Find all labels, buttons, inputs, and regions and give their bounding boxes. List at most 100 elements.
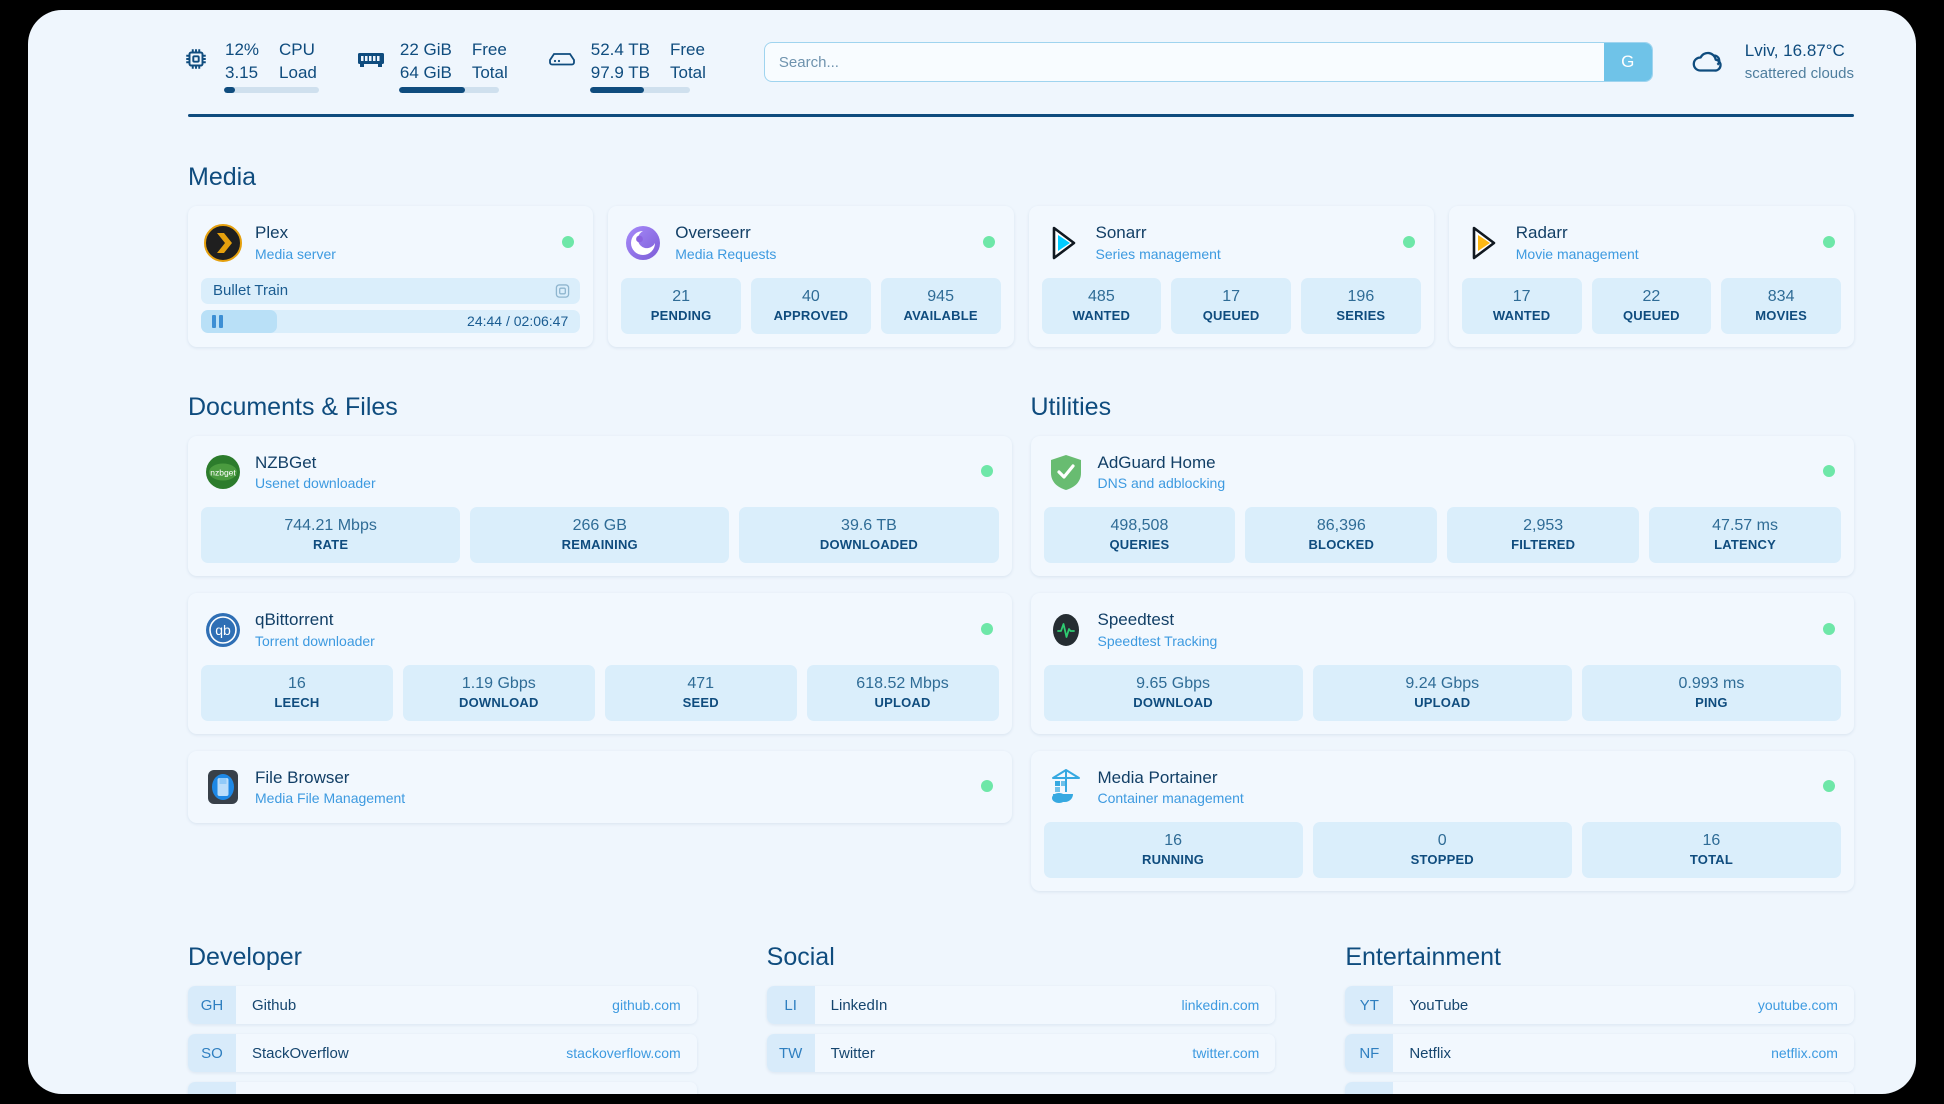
bookmark-url: youtube.com — [1757, 997, 1838, 1014]
stat-label: LEECH — [274, 694, 320, 710]
bookmark-name: Netflix — [1409, 1044, 1452, 1062]
app-name: Radarr — [1515, 223, 1568, 242]
app-card-sonarr[interactable]: Sonarr Series management 485 WANTED 17 Q… — [1028, 206, 1434, 347]
bookmark-group-title: Developer — [188, 943, 302, 972]
app-card-speedtest[interactable]: Speedtest Speedtest Tracking 9.65 Gbps D… — [1030, 593, 1854, 734]
dashboard-page: 12% 3.15 CPU Load — [28, 10, 1916, 1094]
stat-label: PING — [1695, 694, 1728, 710]
stat-box: 471 SEED — [604, 664, 797, 721]
stat-value: 16 — [288, 674, 306, 692]
app-subtitle: Media Requests — [675, 245, 777, 262]
app-card-media-portainer[interactable]: Media Portainer Container management 16 … — [1030, 750, 1854, 892]
stat-label: AVAILABLE — [903, 307, 978, 323]
bookmark-item[interactable]: LI LinkedIn linkedin.com — [766, 986, 1276, 1025]
stat-label: DOWNLOAD — [459, 694, 539, 710]
stat-box: 17 WANTED — [1461, 277, 1582, 334]
stat-value: 1.19 Gbps — [461, 674, 536, 692]
stat-box: 9.65 Gbps DOWNLOAD — [1043, 664, 1303, 721]
section-title-media: Media — [188, 163, 257, 191]
bookmark-abbr: GH — [188, 986, 236, 1025]
app-card-adguard-home[interactable]: AdGuard Home DNS and adblocking 498,508 … — [1030, 435, 1854, 577]
app-subtitle: Series management — [1095, 245, 1221, 262]
bookmark-group-title: Entertainment — [1345, 943, 1501, 972]
bookmark-item[interactable]: GH Github github.com — [188, 986, 697, 1025]
stat-box: 16 TOTAL — [1581, 822, 1842, 879]
bookmark-item[interactable]: DT DEV dev.to — [188, 1082, 697, 1094]
cloud-icon — [1687, 42, 1731, 82]
app-name: Media Portainer — [1097, 767, 1218, 787]
ram-icon — [353, 39, 389, 79]
utilities-cards: AdGuard Home DNS and adblocking 498,508 … — [1030, 435, 1854, 892]
status-indicator-online — [980, 622, 993, 635]
stat-label: FILTERED — [1511, 537, 1576, 553]
stat-label: WANTED — [1492, 307, 1551, 323]
stat-box: 16 RUNNING — [1043, 822, 1303, 879]
stat-box: 0 STOPPED — [1312, 822, 1572, 879]
bookmark-url: github.com — [612, 997, 681, 1014]
bookmark-group-title: Social — [766, 943, 835, 972]
stat-label: PENDING — [650, 307, 712, 323]
stat-value: 196 — [1347, 287, 1375, 305]
stat-box: 2,953 FILTERED — [1447, 507, 1640, 564]
search-input[interactable] — [764, 43, 1604, 81]
app-card-overseerr[interactable]: Overseerr Media Requests 21 PENDING 40 A… — [608, 206, 1014, 347]
stat-label: RATE — [312, 537, 349, 553]
status-indicator-online — [1823, 465, 1835, 478]
app-subtitle: Media File Management — [255, 790, 406, 807]
app-card-nzbget[interactable]: nzbget NZBGet Usenet downloader 744.21 M… — [188, 435, 1012, 577]
app-card-file-browser[interactable]: File Browser Media File Management — [188, 750, 1012, 824]
bookmark-item[interactable]: YT YouTube youtube.com — [1345, 986, 1854, 1025]
plex-icon — [203, 223, 243, 263]
status-indicator-online — [1823, 780, 1835, 793]
bookmark-name: Github — [252, 996, 297, 1014]
bookmark-name: LinkedIn — [830, 996, 888, 1014]
disk-label2: Total — [670, 63, 706, 82]
app-subtitle: Speedtest Tracking — [1097, 632, 1218, 649]
cast-icon[interactable] — [555, 283, 570, 298]
stat-label: QUEUED — [1202, 307, 1260, 323]
stat-box: 47.57 ms LATENCY — [1649, 507, 1841, 564]
app-card-radarr[interactable]: Radarr Movie management 17 WANTED 22 QUE… — [1448, 206, 1854, 347]
bookmark-item[interactable]: SO StackOverflow stackoverflow.com — [188, 1034, 697, 1073]
stat-box: 1.19 Gbps DOWNLOAD — [402, 664, 595, 721]
app-subtitle: DNS and adblocking — [1097, 475, 1226, 492]
app-name: qBittorrent — [255, 610, 334, 630]
bookmark-group-developer: Developer GH Github github.com SO StackO… — [188, 943, 697, 1094]
stat-value: 2,953 — [1523, 517, 1564, 535]
bookmark-item[interactable]: NF Netflix netflix.com — [1345, 1034, 1854, 1073]
search-bar[interactable]: G — [763, 42, 1653, 82]
section-title-utilities: Utilities — [1030, 392, 1112, 421]
stat-label: QUERIES — [1109, 537, 1170, 553]
stat-value: 17 — [1222, 287, 1241, 305]
bookmark-item[interactable]: RE Reddit reddit.com — [1345, 1082, 1854, 1094]
stat-box: 9.24 Gbps UPLOAD — [1312, 664, 1572, 721]
nzbget-icon: nzbget — [203, 452, 243, 492]
search-engine-button[interactable]: G — [1603, 43, 1652, 81]
portainer-icon — [1046, 767, 1086, 807]
now-playing-title: Bullet Train — [213, 282, 289, 300]
cpu-label: CPU — [279, 40, 315, 60]
stat-box: 744.21 Mbps RATE — [201, 507, 461, 564]
bookmark-group-social: Social LI LinkedIn linkedin.com TW Twitt… — [766, 943, 1276, 1094]
weather-widget: Lviv, 16.87°C scattered clouds — [1687, 39, 1854, 85]
app-subtitle: Torrent downloader — [255, 632, 375, 649]
stat-box: 17 QUEUED — [1171, 277, 1291, 334]
section-title-documents: Documents & Files — [188, 392, 398, 421]
status-indicator-online — [562, 235, 575, 248]
stat-label: REMAINING — [561, 537, 638, 553]
stat-value: 0.993 ms — [1678, 674, 1745, 692]
header-divider — [188, 114, 1854, 117]
ram-label: Free — [471, 40, 507, 60]
bookmark-item[interactable]: TW Twitter twitter.com — [766, 1034, 1276, 1073]
playback-progress-bar[interactable]: 24:44 / 02:06:47 — [201, 309, 581, 333]
app-card-qbittorrent[interactable]: qb qBittorrent Torrent downloader 16 LEE… — [188, 593, 1012, 734]
pause-icon[interactable] — [212, 314, 223, 328]
app-card-plex[interactable]: Plex Media server Bullet Train — [188, 206, 594, 347]
bookmark-abbr: SO — [188, 1034, 236, 1073]
stat-label: SEED — [682, 694, 719, 710]
app-name: Sonarr — [1095, 223, 1147, 242]
ram-usage-bar — [398, 86, 499, 93]
status-indicator-online — [982, 235, 995, 248]
disk-icon — [544, 39, 580, 79]
stat-box: 16 LEECH — [201, 664, 393, 721]
